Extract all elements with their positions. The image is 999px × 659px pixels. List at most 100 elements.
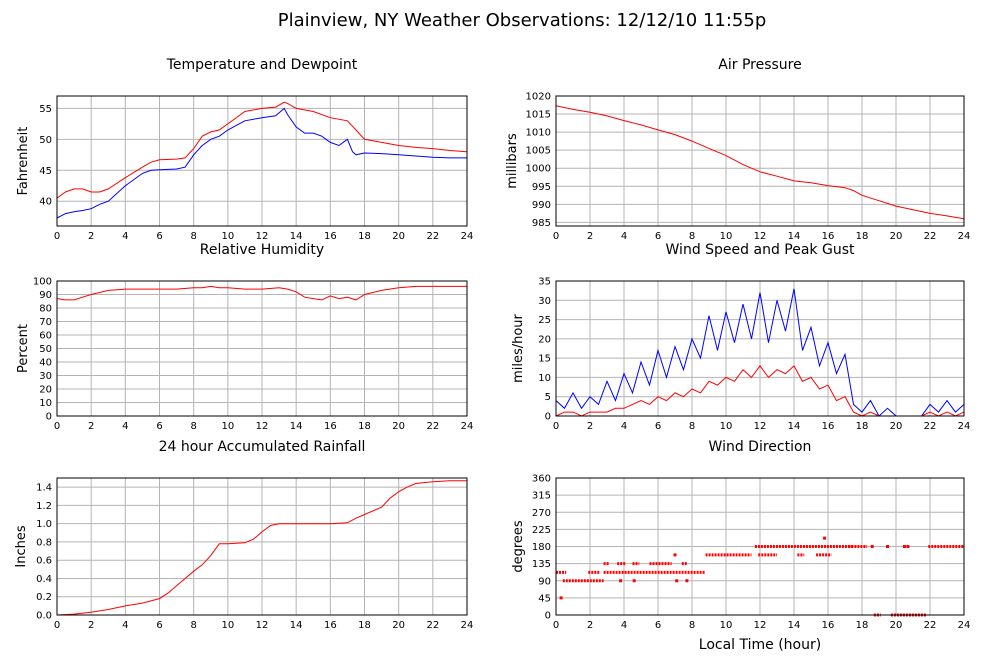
direction-point xyxy=(559,596,563,600)
y-tick-label: 270 xyxy=(532,508,551,519)
x-tick-label: 6 xyxy=(655,620,661,631)
x-tick-label: 8 xyxy=(689,231,695,242)
y-tick-label: 985 xyxy=(532,218,551,229)
plot-frame xyxy=(555,280,965,417)
x-tick-label: 0 xyxy=(553,620,559,631)
x-tick-label: 24 xyxy=(461,231,474,242)
y-tick-label: 90 xyxy=(538,576,551,587)
x-tick-label: 18 xyxy=(358,231,371,242)
x-tick-label: 4 xyxy=(122,620,128,631)
chart-title: 24 hour Accumulated Rainfall xyxy=(159,439,366,455)
y-tick-label: 55 xyxy=(39,104,52,115)
y-tick-label: 0.8 xyxy=(36,537,52,548)
x-tick-label: 2 xyxy=(587,620,593,631)
x-tick-label: 14 xyxy=(788,620,801,631)
x-tick-label: 2 xyxy=(587,421,593,432)
y-tick-label: 40 xyxy=(39,197,52,208)
y-axis-label: miles/hour xyxy=(511,313,526,382)
y-axis-label: millibars xyxy=(505,133,520,189)
y-tick-label: 30 xyxy=(39,371,52,382)
direction-point xyxy=(685,579,689,583)
y-tick-label: 45 xyxy=(39,166,52,177)
series-line-0 xyxy=(56,480,467,616)
x-tick-label: 10 xyxy=(221,421,234,432)
y-tick-label: 1005 xyxy=(526,146,551,157)
x-tick-label: 20 xyxy=(392,231,405,242)
y-tick-label: 1.2 xyxy=(36,501,52,512)
y-tick-label: 1020 xyxy=(526,92,551,103)
x-tick-label: 8 xyxy=(689,421,695,432)
y-tick-label: 360 xyxy=(532,474,551,485)
series-line-0 xyxy=(555,105,965,220)
chart-title: Relative Humidity xyxy=(200,242,324,258)
x-tick-label: 6 xyxy=(156,421,162,432)
x-tick-label: 14 xyxy=(788,421,801,432)
x-tick-label: 20 xyxy=(890,421,903,432)
x-tick-label: 22 xyxy=(924,231,937,242)
x-tick-label: 4 xyxy=(621,231,627,242)
x-tick-label: 12 xyxy=(256,421,269,432)
y-axis-label: Percent xyxy=(16,324,31,373)
x-tick-label: 16 xyxy=(822,421,835,432)
x-tick-label: 8 xyxy=(190,620,196,631)
chart-title: Air Pressure xyxy=(718,57,801,73)
y-tick-label: 0 xyxy=(46,412,52,423)
y-tick-label: 10 xyxy=(538,373,551,384)
y-tick-label: 50 xyxy=(39,344,52,355)
x-tick-label: 20 xyxy=(392,620,405,631)
panel-temperature: 0 2 4 6 8 10 12 14 16 18 20 22 2440455055Temperature… xyxy=(16,57,473,242)
x-tick-label: 20 xyxy=(890,620,903,631)
x-tick-label: 22 xyxy=(426,231,439,242)
y-tick-label: 225 xyxy=(532,525,551,536)
y-tick-label: 315 xyxy=(532,491,551,502)
x-tick-label: 4 xyxy=(122,231,128,242)
direction-point xyxy=(823,536,827,540)
plot-frame xyxy=(56,477,468,616)
y-tick-label: 1015 xyxy=(526,110,551,121)
direction-point xyxy=(619,579,623,583)
y-tick-label: 40 xyxy=(39,358,52,369)
x-tick-label: 20 xyxy=(392,421,405,432)
x-tick-label: 2 xyxy=(88,231,94,242)
y-axis-label: Inches xyxy=(14,525,29,567)
x-tick-label: 10 xyxy=(720,231,733,242)
x-tick-label: 16 xyxy=(822,620,835,631)
direction-point xyxy=(906,545,910,548)
x-tick-label: 12 xyxy=(256,620,269,631)
x-tick-label: 0 xyxy=(553,421,559,432)
y-tick-label: 70 xyxy=(39,317,52,328)
x-tick-label: 16 xyxy=(324,620,337,631)
y-tick-label: 30 xyxy=(538,296,551,307)
direction-point xyxy=(886,545,889,548)
x-axis-label: Local Time (hour) xyxy=(699,637,821,653)
x-tick-label: 18 xyxy=(856,421,869,432)
chart-title: Wind Speed and Peak Gust xyxy=(666,242,855,258)
y-tick-label: 0.2 xyxy=(36,592,52,603)
y-tick-label: 0.4 xyxy=(36,574,52,585)
panel-relative-humidity: 0 2 4 6 8 10 12 14 16 18 20 22 240102030405060708090… xyxy=(16,242,473,432)
direction-point xyxy=(675,579,679,583)
x-tick-label: 0 xyxy=(54,231,60,242)
x-tick-label: 8 xyxy=(190,421,196,432)
x-tick-label: 18 xyxy=(358,620,371,631)
y-tick-label: 180 xyxy=(532,542,551,553)
plot-frame xyxy=(56,95,468,227)
x-tick-label: 6 xyxy=(156,620,162,631)
y-tick-label: 80 xyxy=(39,304,52,315)
y-tick-label: 995 xyxy=(532,182,551,193)
direction-point xyxy=(870,545,874,548)
plot-frame xyxy=(56,280,468,417)
series-line-0 xyxy=(56,101,468,199)
plot-frame xyxy=(555,95,965,227)
y-tick-label: 1.0 xyxy=(36,519,52,530)
y-tick-label: 1000 xyxy=(526,164,551,175)
x-tick-label: 0 xyxy=(54,421,60,432)
x-tick-label: 10 xyxy=(221,231,234,242)
y-tick-label: 990 xyxy=(532,200,551,211)
y-tick-label: 1.4 xyxy=(36,483,52,494)
x-tick-label: 12 xyxy=(754,231,767,242)
x-tick-label: 16 xyxy=(822,231,835,242)
x-tick-label: 16 xyxy=(324,231,337,242)
panel-wind-direction: 0 2 4 6 8 10 12 14 16 18 20 22 240459013518022527031… xyxy=(511,439,970,631)
